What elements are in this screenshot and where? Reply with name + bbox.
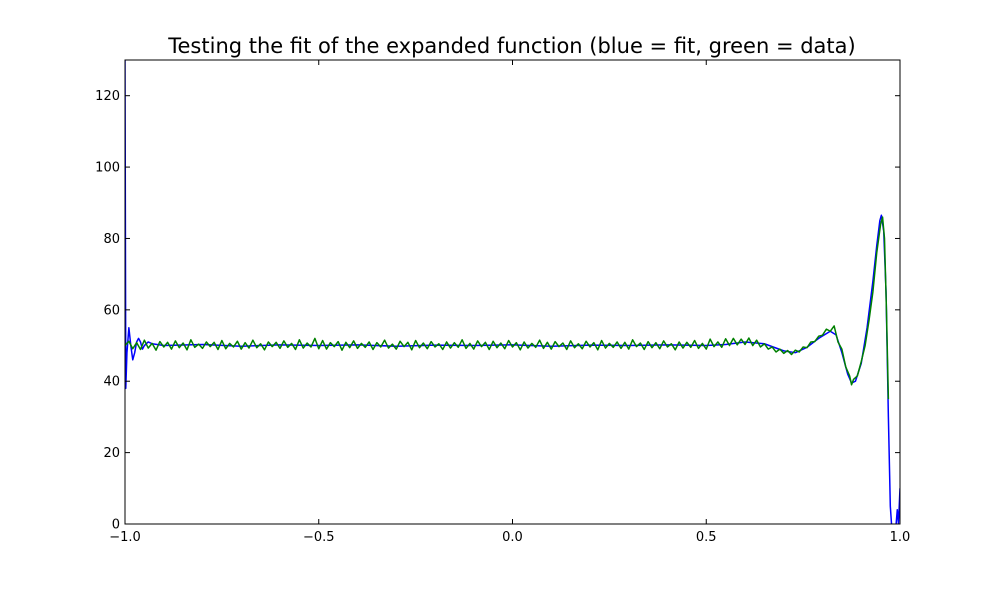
series-layer <box>125 60 900 524</box>
x-tick-label: 0.5 <box>696 530 717 545</box>
data-series-line <box>125 216 890 400</box>
x-tick-label: −0.5 <box>303 530 335 545</box>
ticks-layer: −1.0 −0.5 0.0 0.5 1.0 0 20 40 60 80 100 120 <box>95 60 910 545</box>
y-tick-label: 40 <box>103 375 120 390</box>
chart-title: Testing the fit of the expanded function… <box>167 34 855 58</box>
y-tick-label: 120 <box>95 89 120 104</box>
x-tick-label: 0.0 <box>502 530 523 545</box>
y-tick-label: 60 <box>103 303 120 318</box>
x-tick-label: −1.0 <box>109 530 141 545</box>
y-tick-label: 80 <box>103 232 120 247</box>
y-tick-label: 0 <box>112 518 120 533</box>
x-tick-label: 1.0 <box>890 530 911 545</box>
y-tick-label: 20 <box>103 446 120 461</box>
y-tick-label: 100 <box>95 161 120 176</box>
plot-frame <box>124 59 901 525</box>
